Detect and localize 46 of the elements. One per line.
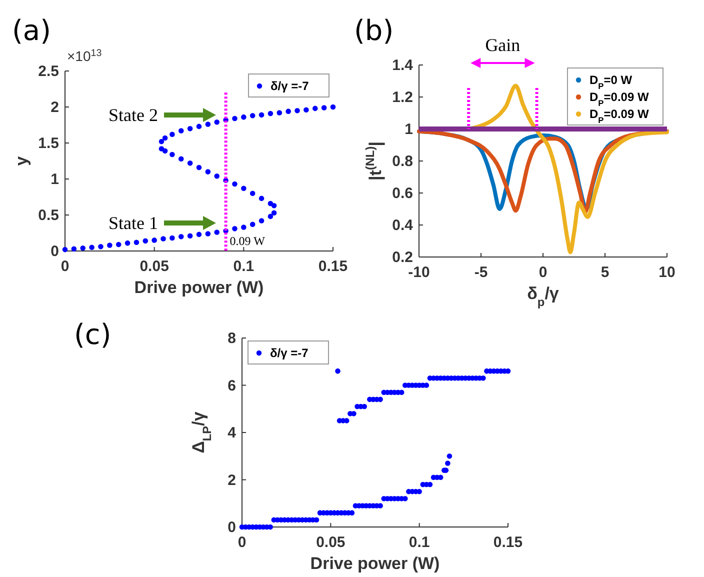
legend-label: δ/γ =-7 <box>270 346 309 360</box>
chart-title: (b) <box>354 14 394 47</box>
chart-title: (a) <box>12 14 52 47</box>
text: ×10$^{13}$ <box>67 48 102 64</box>
legend-label: D$_{P}$=0 W <box>590 73 633 91</box>
x-tick-label: 10 <box>658 264 676 281</box>
x-axis-title: δ$_{p}$/γ <box>527 284 560 309</box>
y-tick-label: 0.5 <box>38 207 59 224</box>
x-tick-label: 0 <box>538 264 548 281</box>
y-tick-label: 1.2 <box>392 89 413 106</box>
y-tick-label: 0.2 <box>392 249 413 266</box>
x-tick-label: 0.05 <box>316 534 346 551</box>
x-tick-label: -5 <box>474 264 488 281</box>
y-tick-label: 1.5 <box>38 135 59 152</box>
ref-line-label: 0.09 W <box>230 234 266 248</box>
y-tick-label: 0 <box>50 243 59 260</box>
x-tick-label: 0.15 <box>493 534 523 551</box>
x-axis-title: Drive power (W) <box>310 554 440 573</box>
x-tick-label: 0.1 <box>233 258 254 275</box>
legend-label: δ/γ =-7 <box>270 79 310 93</box>
y-tick-label: 2.5 <box>38 63 59 80</box>
chart-title: (c) <box>74 318 112 351</box>
y-tick-label: 8 <box>228 330 236 347</box>
y-tick-label: 4 <box>228 424 237 442</box>
annotation: State 1 <box>108 213 158 233</box>
x-tick-label: 5 <box>600 264 610 281</box>
y-axis-title: y <box>12 156 31 166</box>
legend-label: D$_{P}$=0.09 W <box>590 107 650 125</box>
y-tick-label: 2 <box>50 99 59 116</box>
x-tick-label: -10 <box>408 264 430 281</box>
y-tick-label: 6 <box>228 377 236 394</box>
annotation: State 2 <box>108 105 158 125</box>
x-tick-label: 0.05 <box>140 258 169 275</box>
text: Gain <box>485 35 520 55</box>
legend-label: D$_{P}$=0.09 W <box>590 90 650 108</box>
y-tick-label: 0.4 <box>392 217 414 234</box>
y-tick-label: 0 <box>228 519 236 536</box>
y-tick-label: 0.6 <box>392 185 413 202</box>
x-axis-title: Drive power (W) <box>134 278 264 297</box>
y-tick-label: 2 <box>228 472 236 489</box>
x-tick-label: 0.15 <box>318 258 348 275</box>
x-tick-label: 0.1 <box>408 534 430 551</box>
y-tick-label: 1 <box>404 121 413 138</box>
y-tick-label: 1 <box>50 171 59 188</box>
y-tick-label: 0.8 <box>392 153 413 170</box>
y-tick-label: 1.4 <box>392 57 414 74</box>
